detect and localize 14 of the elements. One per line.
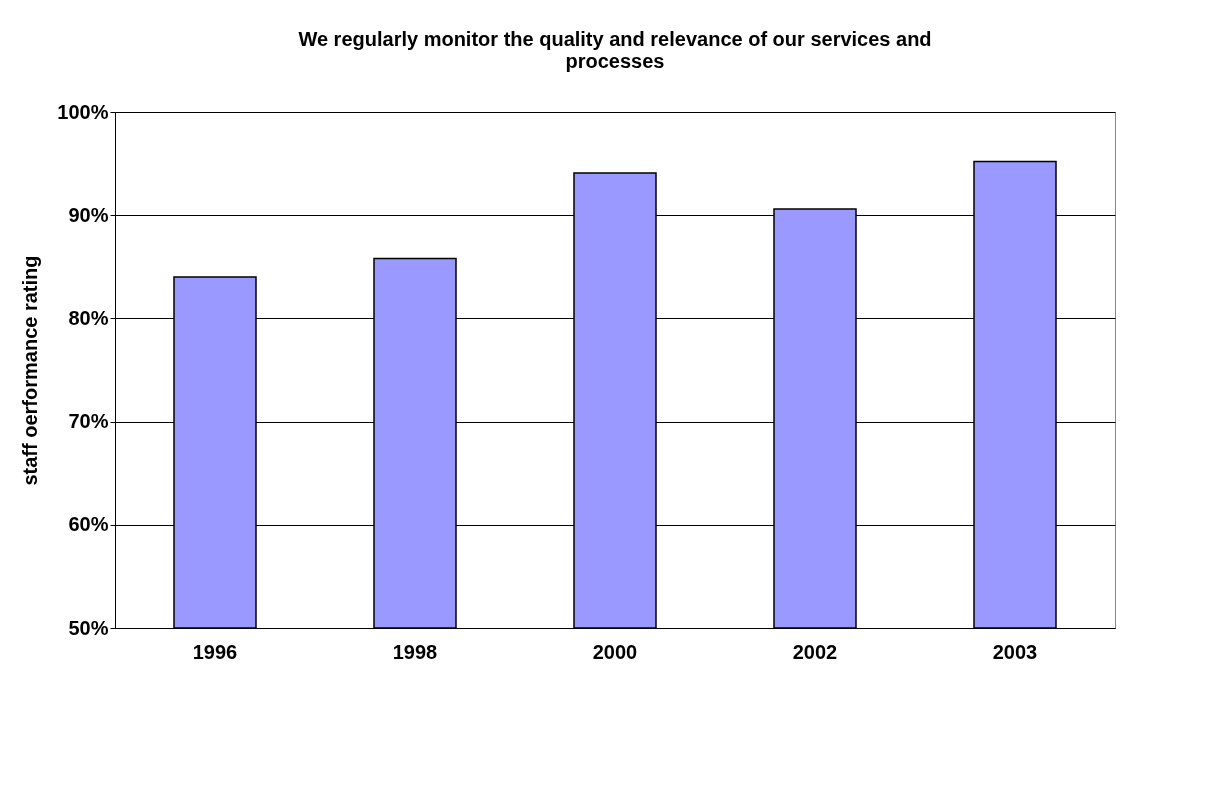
text: We regularly monitor the quality and relevance of our services and	[298, 28, 932, 50]
x-tick-label: 2000	[592, 640, 638, 663]
y-axis-title: staff oerformance rating	[19, 255, 42, 486]
x-tick-label: 1996	[192, 640, 238, 663]
x-tick-label: 2002	[792, 640, 838, 663]
y-tick-label: 70%	[68, 410, 109, 433]
y-tick-label: 60%	[68, 513, 109, 536]
y-tick-label: 80%	[68, 306, 109, 329]
y-tick-label: 90%	[68, 203, 109, 226]
y-tick-label: 50%	[68, 616, 109, 639]
text: processes	[565, 50, 665, 72]
y-tick-label: 100%	[57, 100, 109, 123]
x-tick-label: 2003	[992, 640, 1038, 663]
x-tick-label: 1998	[392, 640, 438, 663]
